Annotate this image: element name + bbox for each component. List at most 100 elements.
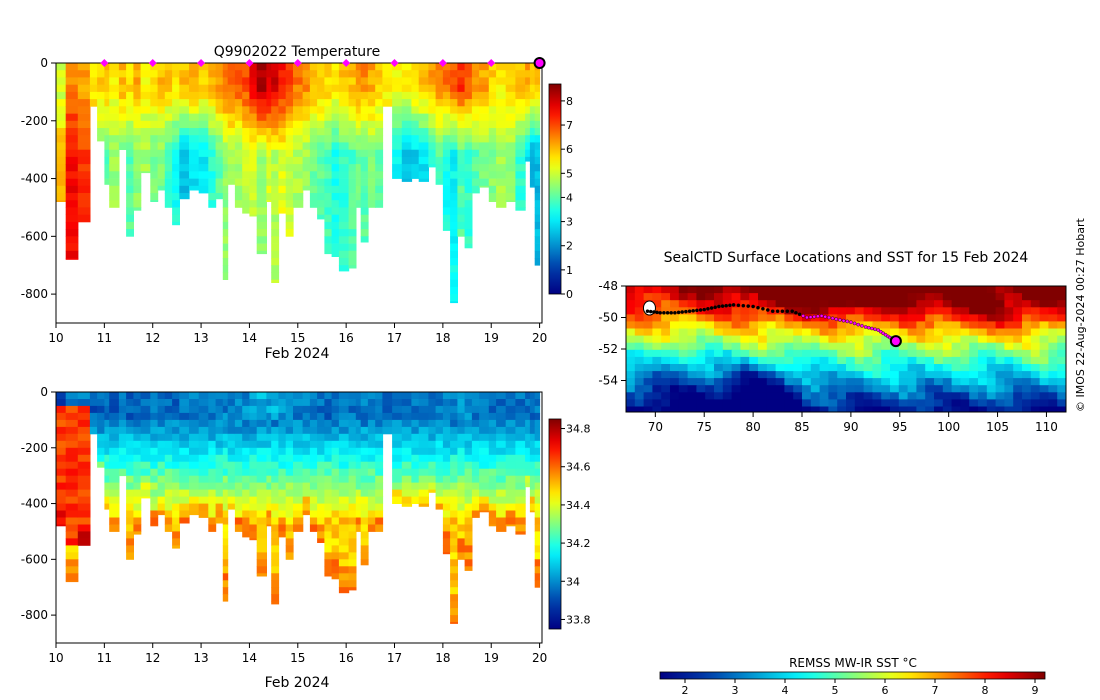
- sst-cell: [986, 300, 997, 308]
- profile-cell: [355, 142, 362, 150]
- profile-cell: [133, 489, 142, 497]
- sst-cell: [890, 385, 900, 393]
- profile-cell: [317, 392, 325, 400]
- profile-cell: [266, 171, 272, 179]
- profile-cell: [208, 128, 217, 136]
- profile-cell: [97, 399, 105, 407]
- colorbar-tick-label: 34.8: [566, 423, 591, 436]
- profile-cell: [464, 412, 473, 421]
- profile-cell: [179, 454, 190, 463]
- profile-cell: [172, 538, 180, 546]
- sst-cell: [890, 300, 900, 308]
- profile-cell: [293, 185, 304, 194]
- profile-cell: [338, 405, 350, 414]
- profile-cell: [302, 419, 311, 428]
- profile-cell: [266, 489, 272, 497]
- profile-cell: [401, 70, 413, 78]
- profile-cell: [150, 84, 159, 93]
- profile-cell: [428, 113, 437, 122]
- sst-cell: [784, 371, 794, 379]
- sst-cell: [978, 342, 988, 351]
- profile-cell: [309, 142, 318, 150]
- profile-cell: [338, 120, 350, 129]
- sst-colorbar-tick-label: 7: [932, 684, 939, 697]
- profile-cell: [392, 489, 403, 497]
- profile-cell: [157, 405, 166, 414]
- profile-cell: [428, 454, 437, 463]
- sst-cell: [802, 342, 812, 351]
- profile-cell: [534, 454, 541, 463]
- profile-cell: [317, 70, 325, 78]
- profile-cell: [505, 517, 516, 525]
- profile-cell: [355, 392, 362, 400]
- profile-cell: [172, 91, 180, 100]
- profile-cell: [97, 454, 105, 463]
- profile-cell: [302, 392, 311, 400]
- profile-cell: [222, 538, 229, 546]
- sst-cell: [766, 406, 777, 412]
- sst-cell: [1030, 335, 1041, 344]
- profile-cell: [375, 440, 384, 449]
- profile-cell: [222, 461, 229, 470]
- profile-cell: [222, 193, 229, 201]
- x-tick-label: 10: [48, 651, 63, 665]
- profile-cell: [77, 113, 91, 122]
- profile-cell: [464, 164, 473, 172]
- profile-cell: [505, 524, 516, 527]
- profile-cell: [496, 482, 507, 490]
- profile-cell: [411, 84, 420, 93]
- profile-cell: [309, 106, 318, 114]
- profile-cell: [442, 510, 451, 518]
- profile-cell: [331, 489, 340, 497]
- track-point: [770, 309, 775, 314]
- profile-cell: [126, 156, 134, 165]
- profile-cell: [126, 412, 134, 421]
- profile-cell: [150, 433, 159, 442]
- profile-cell: [140, 475, 151, 484]
- profile-cell: [317, 440, 325, 449]
- profile-cell: [227, 63, 236, 71]
- profile-cell: [77, 538, 91, 546]
- profile-cell: [56, 63, 67, 71]
- profile-cell: [488, 120, 497, 129]
- profile-cell: [360, 229, 369, 237]
- profile-cell: [126, 171, 134, 179]
- profile-cell: [140, 99, 151, 107]
- track-point: [691, 308, 696, 313]
- profile-cell: [464, 77, 473, 85]
- sst-cell: [1057, 371, 1066, 379]
- profile-cell: [222, 258, 229, 266]
- sst-cell: [1022, 399, 1032, 407]
- sst-cell: [898, 399, 909, 407]
- profile-cell: [338, 454, 350, 463]
- profile-cell: [355, 63, 362, 71]
- profile-cell: [56, 91, 67, 100]
- x-tick-label: 17: [387, 331, 402, 345]
- profile-cell: [118, 454, 127, 463]
- track-point: [706, 306, 710, 311]
- colorbar-tick-label: 7: [566, 119, 573, 132]
- profile-cell: [133, 185, 142, 194]
- profile-cell: [411, 77, 420, 85]
- profile-cell: [360, 99, 369, 107]
- profile-cell: [285, 524, 294, 532]
- profile-cell: [355, 496, 362, 504]
- profile-cell: [317, 106, 325, 114]
- profile-cell: [355, 120, 362, 129]
- profile-cell: [464, 99, 473, 107]
- profile-cell: [65, 63, 79, 71]
- profile-cell: [249, 164, 258, 172]
- profile-cell: [150, 482, 159, 490]
- profile-cell: [529, 113, 536, 122]
- profile-cell: [534, 461, 541, 470]
- profile-cell: [249, 405, 258, 414]
- profile-cell: [293, 156, 304, 165]
- profile-cell: [164, 392, 173, 400]
- sst-cell: [846, 392, 856, 400]
- profile-cell: [348, 193, 357, 201]
- sst-cell: [925, 335, 935, 344]
- profile-cell: [157, 454, 166, 463]
- profile-cell: [126, 106, 134, 114]
- profile-cell: [360, 531, 369, 539]
- profile-cell: [324, 503, 333, 511]
